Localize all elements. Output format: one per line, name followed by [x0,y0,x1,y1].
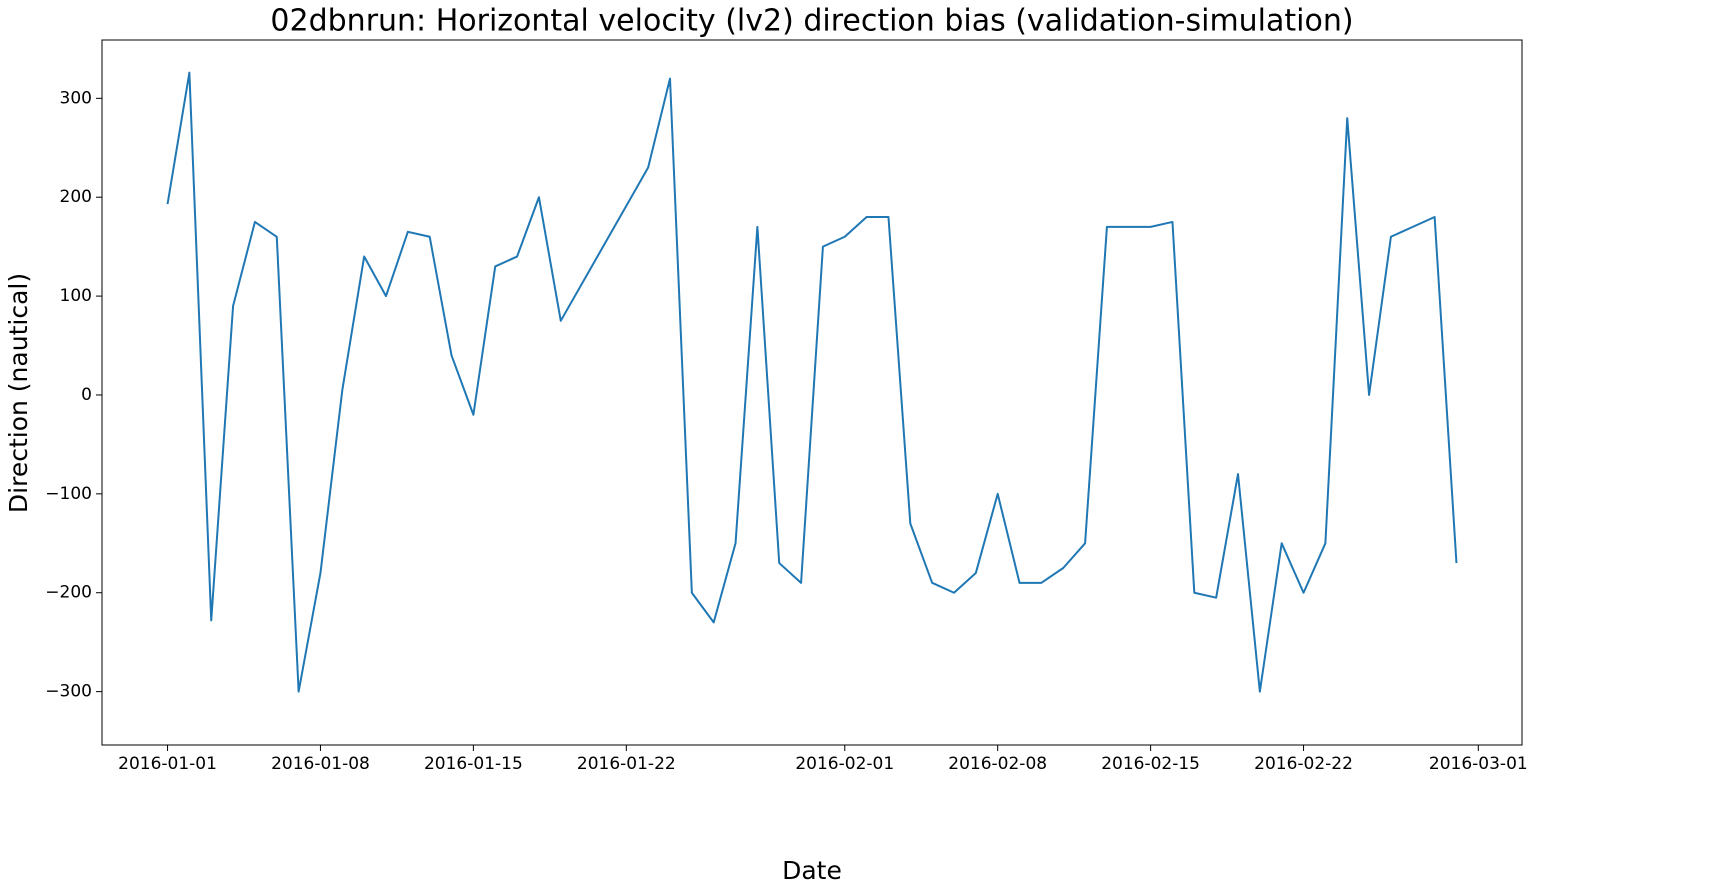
y-tick-label: −200 [45,583,92,603]
chart-title: 02dbnrun: Horizontal velocity (lv2) dire… [270,4,1353,39]
x-tick-label: 2016-03-01 [1429,754,1528,774]
x-tick-label: 2016-02-15 [1101,754,1200,774]
y-tick-label: 0 [81,385,92,405]
data-line [166,71,1458,693]
y-tick-label: −300 [45,682,92,702]
y-tick-label: −100 [45,484,92,504]
x-tick-label: 2016-01-08 [271,754,370,774]
x-tick-label: 2016-02-22 [1254,754,1353,774]
y-tick-label: 200 [60,187,92,207]
x-tick-label: 2016-01-01 [118,754,217,774]
y-axis-label: Direction (nautical) [4,273,33,513]
x-tick-label: 2016-01-22 [577,754,676,774]
x-axis-label: Date [782,856,842,885]
y-tick-label: 100 [60,286,92,306]
x-tick-label: 2016-02-08 [948,754,1047,774]
x-tick-label: 2016-02-01 [795,754,894,774]
plot-frame [101,39,1523,746]
y-tick-label: 300 [60,88,92,108]
x-tick-label: 2016-01-15 [424,754,523,774]
